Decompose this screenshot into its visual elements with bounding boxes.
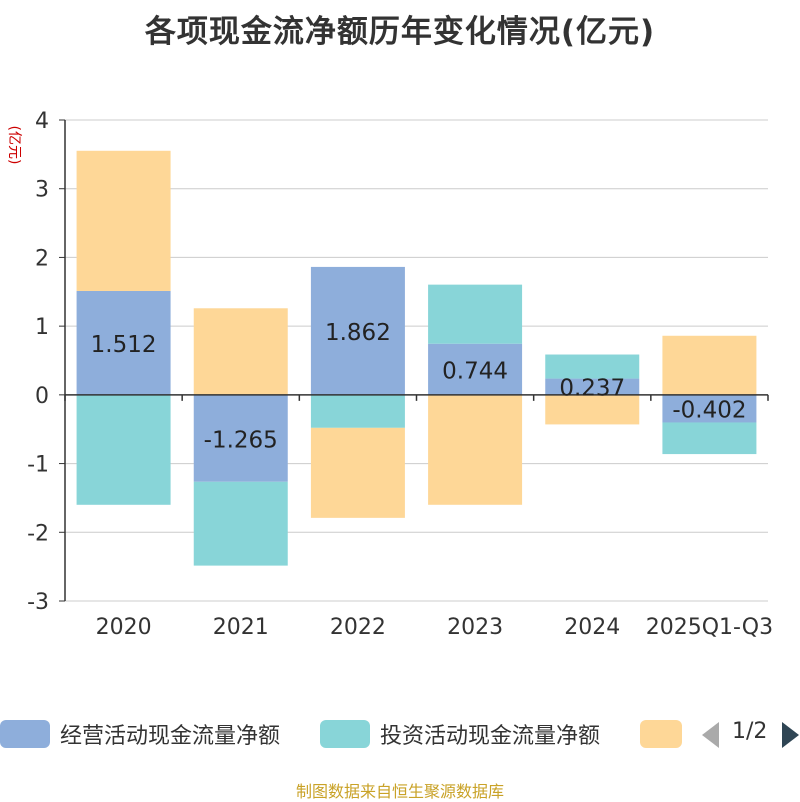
bar-2023-series-0[interactable] xyxy=(428,343,523,395)
legend: 经营活动现金流量净额 投资活动现金流量净额 1/2 xyxy=(0,714,800,754)
bar-2022-series-1[interactable] xyxy=(310,394,405,428)
y-tick-label: -1 xyxy=(27,453,49,478)
data-label-2020: 1.512 xyxy=(91,332,157,358)
bar-2024-series-0[interactable] xyxy=(545,378,640,395)
axes: -3 -2 -1 0 1 2 3 4 2020 2021 2022 2023 2024 2025Q1-Q3 xyxy=(27,109,773,640)
x-tick-label: 2025Q1-Q3 xyxy=(646,615,773,640)
source-note: 制图数据来自恒生聚源数据库 xyxy=(295,782,504,801)
bar-2024-series-1[interactable] xyxy=(545,354,640,379)
data-label-2024: 0.237 xyxy=(559,376,625,402)
bar-2020-series-1[interactable] xyxy=(76,394,171,505)
bar-2020-series-2[interactable] xyxy=(76,150,171,291)
legend-swatch-investing xyxy=(320,720,370,748)
data-labels: 1.512 -1.265 1.862 0.744 0.237 -0.402 xyxy=(91,320,747,453)
pager-next-icon[interactable] xyxy=(782,722,799,748)
data-label-2023: 0.744 xyxy=(442,358,508,384)
grid-lines xyxy=(65,119,768,602)
bar-2022-series-2[interactable] xyxy=(310,427,405,518)
bar-2021-series-0[interactable] xyxy=(193,394,288,482)
y-tick-label: 0 xyxy=(35,384,49,409)
x-tick-label: 2020 xyxy=(96,615,152,640)
bars xyxy=(76,150,757,566)
bar-2025Q1-Q3-series-0[interactable] xyxy=(662,394,757,423)
chart-plot: -3 -2 -1 0 1 2 3 4 2020 2021 2022 2023 2024 2025Q1-Q3… xyxy=(6,109,773,640)
chart-title: 各项现金流净额历年变化情况(亿元) xyxy=(144,14,656,50)
x-tick-label: 2023 xyxy=(447,615,503,640)
y-tick-label: 3 xyxy=(35,178,49,203)
pager-prev-icon[interactable] xyxy=(702,722,719,748)
legend-label-investing: 投资活动现金流量净额 xyxy=(380,724,601,749)
data-label-2021: -1.265 xyxy=(204,427,278,453)
pager-text: 1/2 xyxy=(732,719,768,744)
y-tick-label: 4 xyxy=(35,109,49,134)
bar-2025Q1-Q3-series-1[interactable] xyxy=(662,422,757,455)
bar-2021-series-1[interactable] xyxy=(193,481,288,566)
bar-2023-series-1[interactable] xyxy=(428,284,523,344)
y-tick-label: -2 xyxy=(27,521,49,546)
x-tick-label: 2021 xyxy=(213,615,269,640)
data-label-2025Q1-Q3: -0.402 xyxy=(672,398,746,424)
y-tick-label: -3 xyxy=(27,590,49,615)
y-tick-label: 1 xyxy=(35,315,49,340)
y-tick-label: 2 xyxy=(35,246,49,271)
legend-swatch-operating xyxy=(0,720,50,748)
bar-2021-series-2[interactable] xyxy=(193,308,288,395)
legend-swatch-financing xyxy=(640,720,682,748)
x-tick-label: 2022 xyxy=(330,615,386,640)
bar-2024-series-2[interactable] xyxy=(545,394,640,425)
bar-2023-series-2[interactable] xyxy=(428,394,523,505)
bar-2025Q1-Q3-series-2[interactable] xyxy=(662,335,757,395)
legend-pager: 1/2 xyxy=(700,714,800,754)
data-label-2022: 1.862 xyxy=(325,320,391,346)
bar-2022-series-0[interactable] xyxy=(310,266,405,395)
y-axis-label: (亿元) xyxy=(6,126,22,165)
x-tick-label: 2024 xyxy=(564,615,620,640)
legend-label-operating: 经营活动现金流量净额 xyxy=(60,724,281,749)
bar-2020-series-0[interactable] xyxy=(76,290,171,395)
